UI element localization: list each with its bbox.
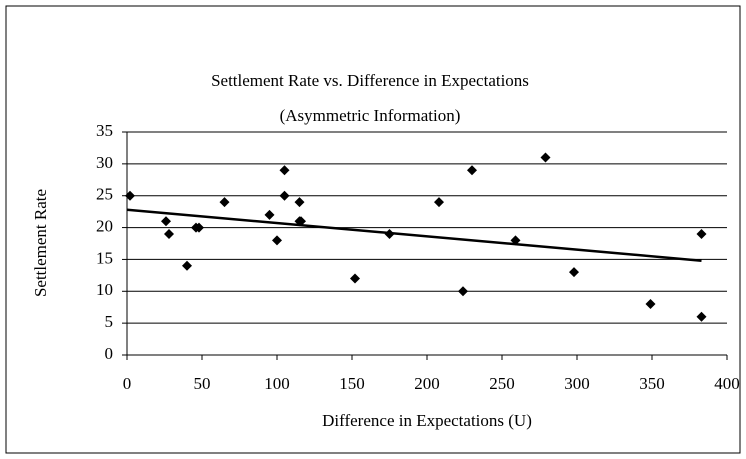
point (458, 286, 468, 297)
point (194, 222, 204, 233)
point (350, 273, 360, 284)
chart-subtitle: (Asymmetric Information) (280, 106, 461, 125)
y-tick-label: 0 (105, 344, 114, 363)
chart-title: Settlement Rate vs. Difference in Expect… (211, 71, 529, 90)
x-tick-label: 150 (339, 374, 365, 393)
chart-border (5, 5, 741, 454)
y-tick-label: 20 (96, 216, 113, 235)
x-tick-label: 100 (264, 374, 290, 393)
point (264, 209, 275, 220)
point (164, 228, 174, 239)
point (125, 190, 135, 201)
point (645, 299, 656, 310)
point (696, 228, 707, 239)
point (384, 228, 395, 239)
y-tick-label: 5 (105, 312, 114, 331)
y-tick-label: 15 (96, 248, 113, 267)
point (219, 197, 230, 208)
x-tick-label: 400 (714, 374, 740, 393)
point (296, 216, 306, 227)
point (279, 165, 290, 176)
point (510, 235, 521, 246)
point (569, 267, 579, 278)
x-tick-label: 200 (414, 374, 440, 393)
y-axis-label: Settlement Rate (31, 189, 50, 297)
x-tick-label: 0 (123, 374, 132, 393)
point (182, 260, 192, 271)
point (294, 197, 305, 208)
x-tick-label: 50 (194, 374, 211, 393)
point (434, 197, 444, 208)
trendline (126, 208, 702, 262)
point (279, 190, 290, 201)
point (161, 216, 171, 227)
y-tick-label: 10 (96, 280, 113, 299)
y-tick-label: 35 (96, 121, 113, 140)
x-tick-label: 300 (564, 374, 590, 393)
x-tick-label: 250 (489, 374, 515, 393)
x-tick-label: 350 (639, 374, 665, 393)
y-tick-label: 30 (96, 153, 113, 172)
y-tick-label: 25 (96, 185, 113, 204)
point (540, 152, 551, 163)
x-axis-label: Difference in Expectations (U) (322, 411, 532, 430)
point (467, 165, 477, 176)
point (272, 235, 282, 246)
point (696, 311, 707, 322)
